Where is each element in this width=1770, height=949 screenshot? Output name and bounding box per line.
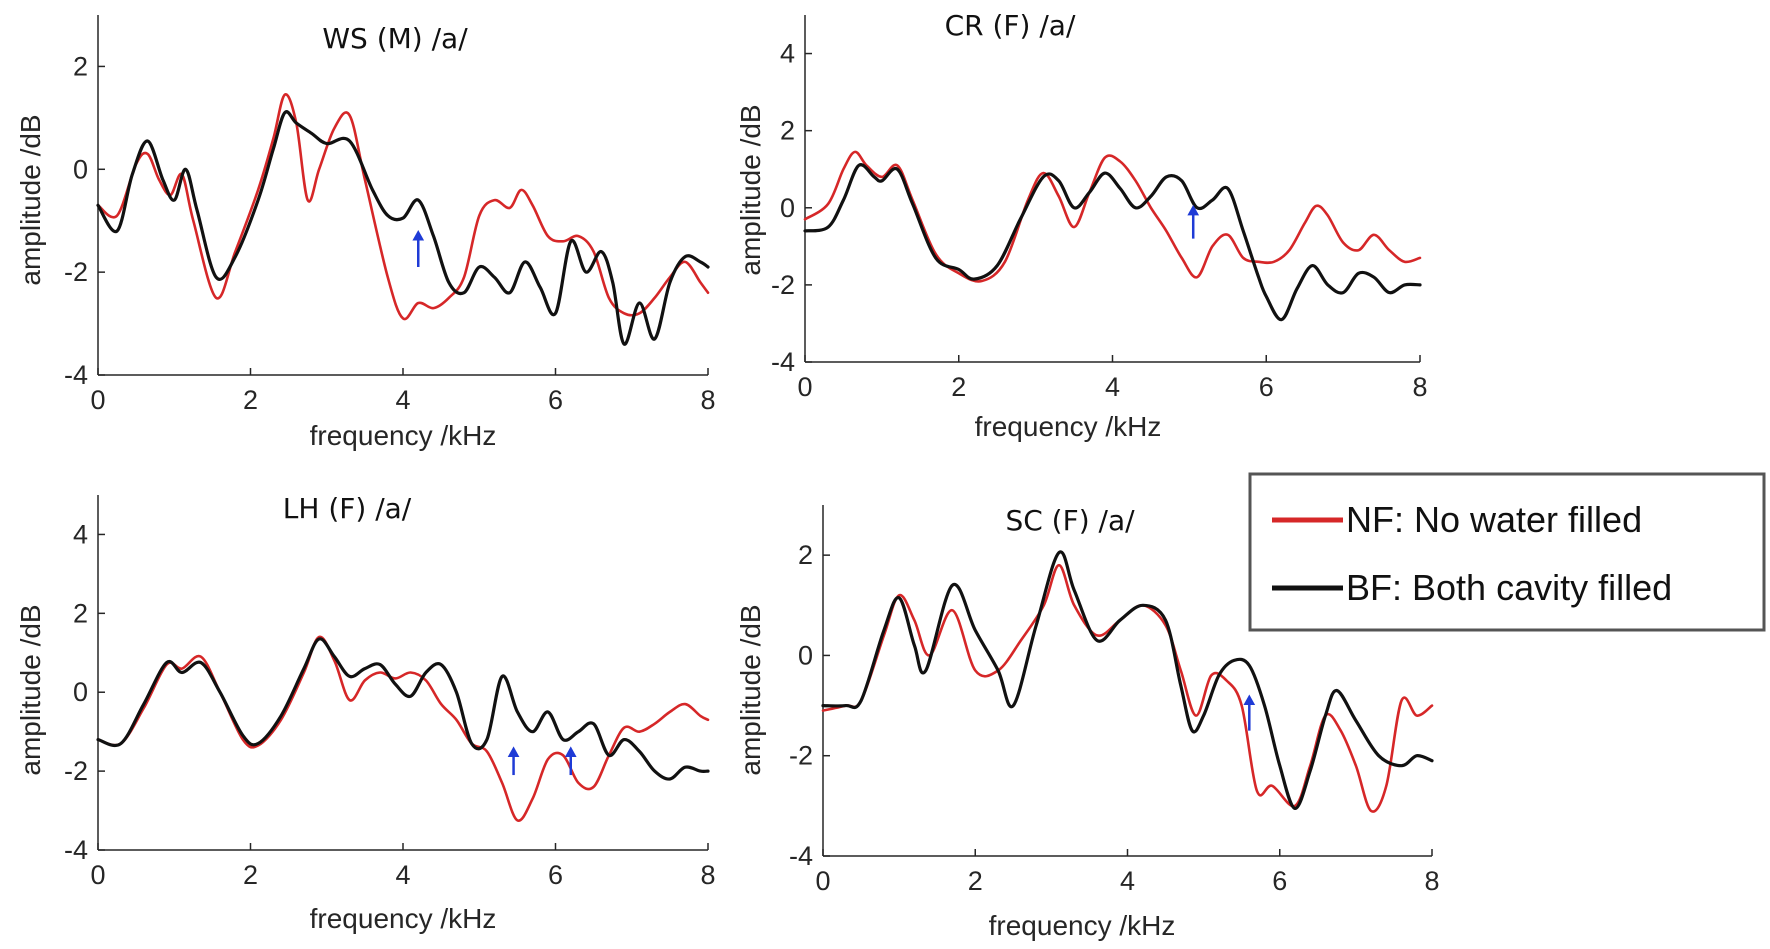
- x-tick-label: 6: [548, 385, 563, 415]
- legend-label-bf: BF: Both cavity filled: [1346, 567, 1672, 608]
- y-tick-label: -2: [789, 741, 813, 771]
- legend-label-nf: NF: No water filled: [1346, 499, 1642, 540]
- panel-title: LH (F) /a/: [283, 492, 412, 525]
- y-tick-label: -4: [789, 841, 813, 871]
- plot-area: 0 2 4 6 8 -4 -2 0 2: [789, 505, 1440, 896]
- x-tick-label: 8: [700, 385, 715, 415]
- y-axis-label: amplitude /dB: [735, 104, 766, 275]
- panel-sc: SC (F) /a/ amplitude /dB frequency /kHz: [735, 504, 1175, 941]
- x-tick-label: 2: [951, 372, 966, 402]
- series-line-bf: [821, 550, 1434, 810]
- x-tick-label: 2: [243, 385, 258, 415]
- y-tick-label: 4: [73, 519, 88, 549]
- x-tick-label: 4: [395, 385, 410, 415]
- x-tick-label: 8: [1424, 866, 1439, 896]
- x-axis-label: frequency /kHz: [975, 411, 1162, 442]
- y-tick-label: 2: [73, 598, 88, 628]
- y-tick-label: -2: [771, 270, 795, 300]
- series-line-bf: [96, 637, 710, 781]
- series-line-bf: [96, 110, 710, 346]
- x-tick-label: 8: [1412, 372, 1427, 402]
- arrow-annotation: [564, 746, 577, 776]
- x-tick-label: 2: [968, 866, 983, 896]
- x-axis-label: frequency /kHz: [310, 903, 497, 934]
- x-tick-label: 2: [243, 860, 258, 890]
- plot-area: 0 2 4 6 8 -4 -2 0 2 4: [64, 495, 716, 890]
- x-tick-label: 4: [1105, 372, 1120, 402]
- panel-title: WS (M) /a/: [322, 22, 468, 55]
- x-tick-label: 6: [1272, 866, 1287, 896]
- y-tick-label: 0: [780, 193, 795, 223]
- y-tick-label: 2: [73, 51, 88, 81]
- y-tick-label: -2: [64, 756, 88, 786]
- y-tick-label: 0: [73, 677, 88, 707]
- panel-cr: CR (F) /a/ amplitude /dB frequency /kHz: [735, 9, 1161, 442]
- panel-title: CR (F) /a/: [945, 9, 1076, 42]
- y-tick-label: -4: [64, 360, 88, 390]
- arrow-annotation: [507, 746, 520, 776]
- panel-ws: WS (M) /a/ amplitude /dB frequency /kHz: [15, 22, 496, 451]
- series-line-nf: [821, 563, 1434, 813]
- arrow-annotation: [1187, 204, 1200, 239]
- series-line-nf: [96, 635, 710, 822]
- x-tick-label: 0: [797, 372, 812, 402]
- x-tick-label: 8: [700, 860, 715, 890]
- y-tick-label: 0: [73, 154, 88, 184]
- series-line-nf: [803, 150, 1422, 283]
- y-tick-label: -4: [64, 835, 88, 865]
- series-line-nf: [96, 93, 710, 321]
- x-tick-label: 0: [815, 866, 830, 896]
- plot-area: 0 2 4 6 8 -4 -2 0 2: [64, 15, 716, 415]
- y-tick-label: -4: [771, 347, 795, 377]
- x-axis-label: frequency /kHz: [310, 420, 497, 451]
- arrow-annotation: [412, 229, 425, 267]
- panel-title: SC (F) /a/: [1005, 504, 1135, 537]
- y-tick-label: 2: [798, 540, 813, 570]
- x-axis-label: frequency /kHz: [989, 910, 1176, 941]
- x-tick-label: 6: [1259, 372, 1274, 402]
- legend: NF: No water filled BF: Both cavity fill…: [1248, 472, 1766, 632]
- y-axis-label: amplitude /dB: [15, 114, 46, 285]
- y-axis-label: amplitude /dB: [735, 604, 766, 775]
- plot-area: 0 2 4 6 8 -4 -2 0 2 4: [771, 15, 1428, 402]
- x-tick-label: 0: [90, 385, 105, 415]
- x-tick-label: 0: [90, 860, 105, 890]
- y-tick-label: 2: [780, 116, 795, 146]
- series-line-bf: [803, 163, 1422, 322]
- y-tick-label: 4: [780, 39, 795, 69]
- y-tick-label: -2: [64, 257, 88, 287]
- legend-box: [1248, 472, 1766, 632]
- y-axis-label: amplitude /dB: [15, 604, 46, 775]
- x-tick-label: 6: [548, 860, 563, 890]
- x-tick-label: 4: [395, 860, 410, 890]
- arrow-annotation: [1243, 694, 1256, 731]
- panel-lh: LH (F) /a/ amplitude /dB frequency /kHz: [15, 492, 496, 934]
- x-tick-label: 4: [1120, 866, 1135, 896]
- y-tick-label: 0: [798, 640, 813, 670]
